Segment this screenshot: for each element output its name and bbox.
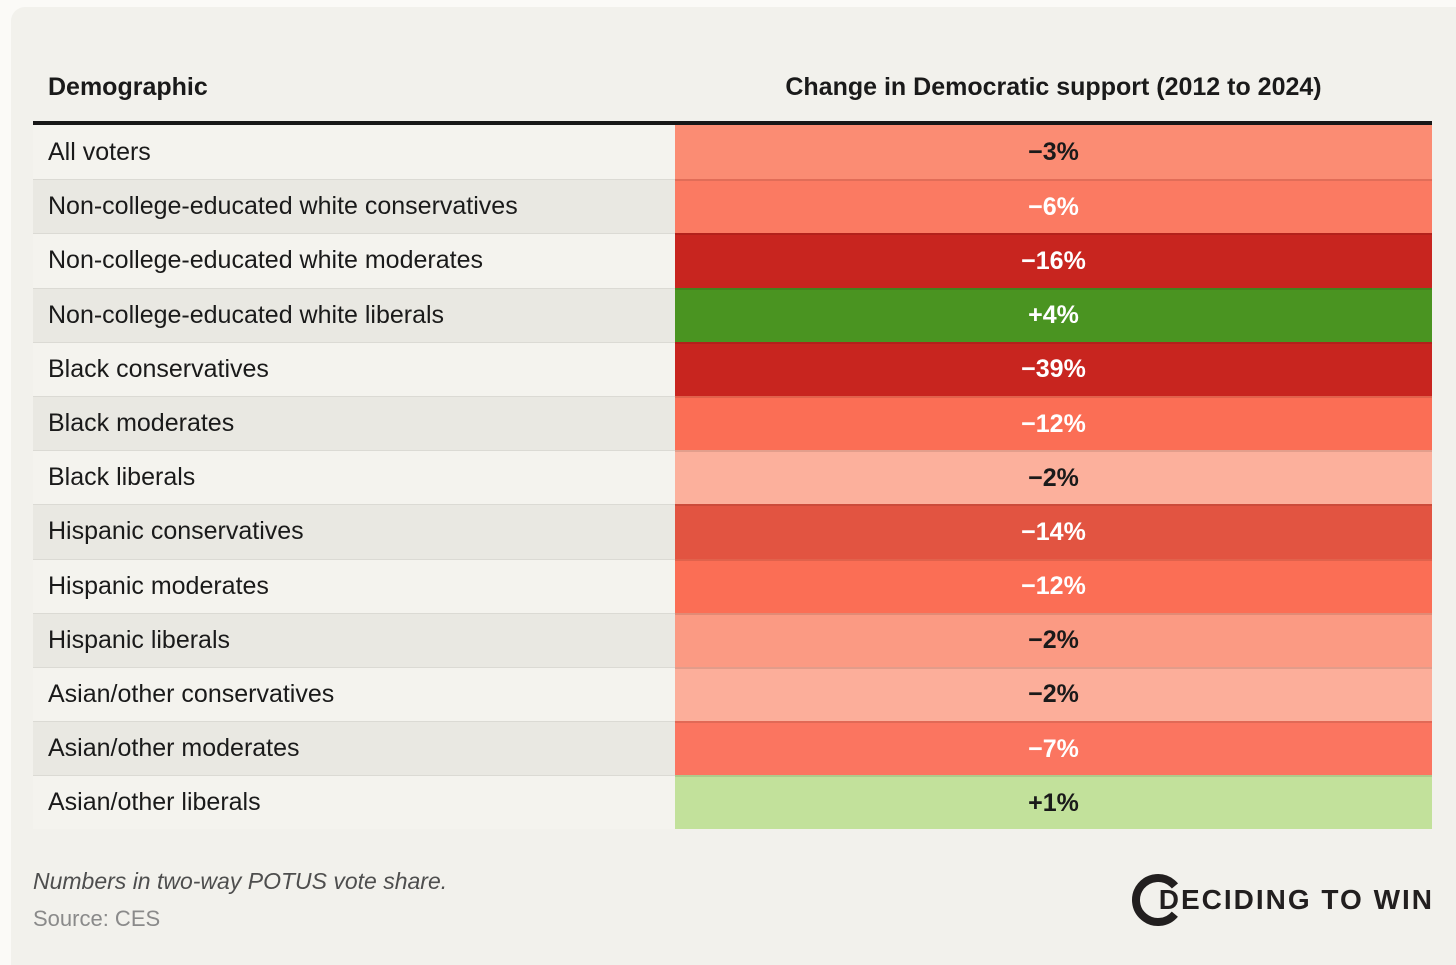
table-header-row: Demographic Change in Democratic support… xyxy=(33,53,1432,121)
change-value-cell: −2% xyxy=(675,450,1432,505)
table-row: Asian/other moderates −7% xyxy=(33,721,1432,776)
demographics-table: Demographic Change in Democratic support… xyxy=(33,53,1432,830)
table-row: Asian/other conservatives −2% xyxy=(33,666,1432,722)
logo-wordmark: DECIDING TO WIN xyxy=(1158,884,1434,915)
source-attribution: Source: CES xyxy=(33,906,161,931)
logo-c-ring-icon xyxy=(1131,874,1184,926)
table-body: All voters −3% Non-college-educated white … xyxy=(33,125,1432,830)
deciding-to-win-logo: DECIDING TO WIN xyxy=(1131,873,1434,927)
change-value-cell: −7% xyxy=(675,721,1432,776)
demographic-cell: Non-college-educated white moderates xyxy=(33,233,675,288)
change-value-cell: −16% xyxy=(675,233,1432,288)
demographic-cell: Hispanic moderates xyxy=(33,558,675,613)
demographic-cell: Black liberals xyxy=(33,450,675,505)
change-value-cell: −3% xyxy=(675,125,1432,180)
demographic-cell: Black conservatives xyxy=(33,341,675,396)
table-row: Hispanic conservatives −14% xyxy=(33,504,1432,559)
demographic-cell: Hispanic liberals xyxy=(33,612,675,667)
change-value-cell: −2% xyxy=(675,612,1432,667)
demographic-cell: Black moderates xyxy=(33,395,675,451)
change-value-cell: −12% xyxy=(675,395,1432,451)
change-value-cell: +1% xyxy=(675,775,1432,830)
footnote: Numbers in two-way POTUS vote share. xyxy=(33,868,448,894)
change-value-cell: +4% xyxy=(675,287,1432,342)
demographic-cell: Non-college-educated white conservatives xyxy=(33,179,675,234)
header-divider xyxy=(33,121,1432,125)
column-header-change: Change in Democratic support (2012 to 20… xyxy=(785,72,1322,101)
table-row: Non-college-educated white conservatives… xyxy=(33,179,1432,234)
table-row: All voters −3% xyxy=(33,125,1432,180)
demographic-cell: Asian/other liberals xyxy=(33,775,675,830)
chart-card: Demographic Change in Democratic support… xyxy=(11,7,1456,965)
table-row: Non-college-educated white liberals +4% xyxy=(33,287,1432,342)
change-value-cell: −39% xyxy=(675,341,1432,396)
table-row: Black moderates −12% xyxy=(33,395,1432,451)
table-row: Hispanic liberals −2% xyxy=(33,612,1432,667)
change-value-cell: −6% xyxy=(675,179,1432,234)
demographic-cell: Asian/other moderates xyxy=(33,721,675,776)
table-row: Asian/other liberals +1% xyxy=(33,775,1432,830)
change-value-cell: −2% xyxy=(675,666,1432,722)
column-header-demographic: Demographic xyxy=(48,72,208,101)
table-row: Non-college-educated white moderates −16% xyxy=(33,233,1432,288)
change-value-cell: −14% xyxy=(675,504,1432,559)
demographic-cell: Hispanic conservatives xyxy=(33,504,675,559)
table-row: Black liberals −2% xyxy=(33,450,1432,505)
change-value-cell: −12% xyxy=(675,558,1432,613)
table-row: Hispanic moderates −12% xyxy=(33,558,1432,613)
demographic-cell: Non-college-educated white liberals xyxy=(33,287,675,342)
demographic-cell: All voters xyxy=(33,125,675,180)
table-row: Black conservatives −39% xyxy=(33,341,1432,396)
demographic-cell: Asian/other conservatives xyxy=(33,666,675,722)
